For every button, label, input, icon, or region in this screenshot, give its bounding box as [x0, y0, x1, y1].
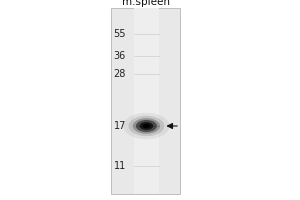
Text: 17: 17 — [114, 121, 126, 131]
Ellipse shape — [136, 120, 157, 132]
Text: 28: 28 — [114, 69, 126, 79]
Ellipse shape — [140, 122, 153, 130]
Ellipse shape — [143, 124, 150, 128]
Ellipse shape — [129, 116, 164, 136]
Ellipse shape — [133, 118, 160, 134]
Text: 36: 36 — [114, 51, 126, 61]
Bar — [111, 8, 180, 194]
Ellipse shape — [123, 113, 170, 139]
Text: m.spleen: m.spleen — [122, 0, 170, 7]
Text: 55: 55 — [113, 29, 126, 39]
Text: 11: 11 — [114, 161, 126, 171]
Bar — [134, 8, 159, 194]
